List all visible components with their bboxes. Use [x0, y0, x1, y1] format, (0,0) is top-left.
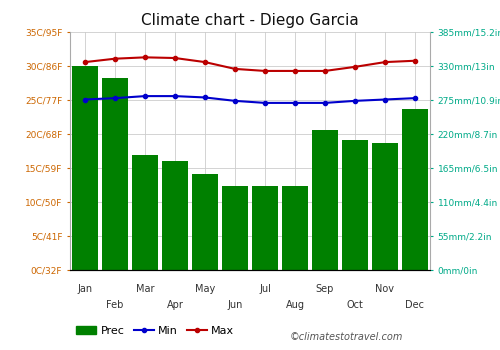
Text: Feb: Feb	[106, 300, 124, 310]
Text: Sep: Sep	[316, 284, 334, 294]
Text: Apr: Apr	[166, 300, 184, 310]
Text: Jan: Jan	[78, 284, 92, 294]
Bar	[252, 186, 278, 270]
Bar	[192, 174, 218, 270]
Text: Oct: Oct	[346, 300, 364, 310]
Text: ©climatestotravel.com: ©climatestotravel.com	[290, 332, 404, 342]
Bar	[102, 78, 128, 270]
Bar	[342, 140, 368, 270]
Bar	[162, 161, 188, 270]
Bar	[402, 109, 428, 270]
Text: Jun: Jun	[228, 300, 242, 310]
Bar	[132, 155, 158, 270]
Bar	[282, 186, 308, 270]
Text: Mar: Mar	[136, 284, 154, 294]
Text: Dec: Dec	[406, 300, 424, 310]
Bar	[312, 131, 338, 270]
Title: Climate chart - Diego Garcia: Climate chart - Diego Garcia	[141, 13, 359, 28]
Text: Nov: Nov	[376, 284, 394, 294]
Text: May: May	[195, 284, 215, 294]
Text: Jul: Jul	[259, 284, 271, 294]
Bar	[372, 143, 398, 270]
Bar	[222, 186, 248, 270]
Legend: Prec, Min, Max: Prec, Min, Max	[72, 321, 239, 340]
Bar	[72, 65, 98, 270]
Text: Aug: Aug	[286, 300, 304, 310]
